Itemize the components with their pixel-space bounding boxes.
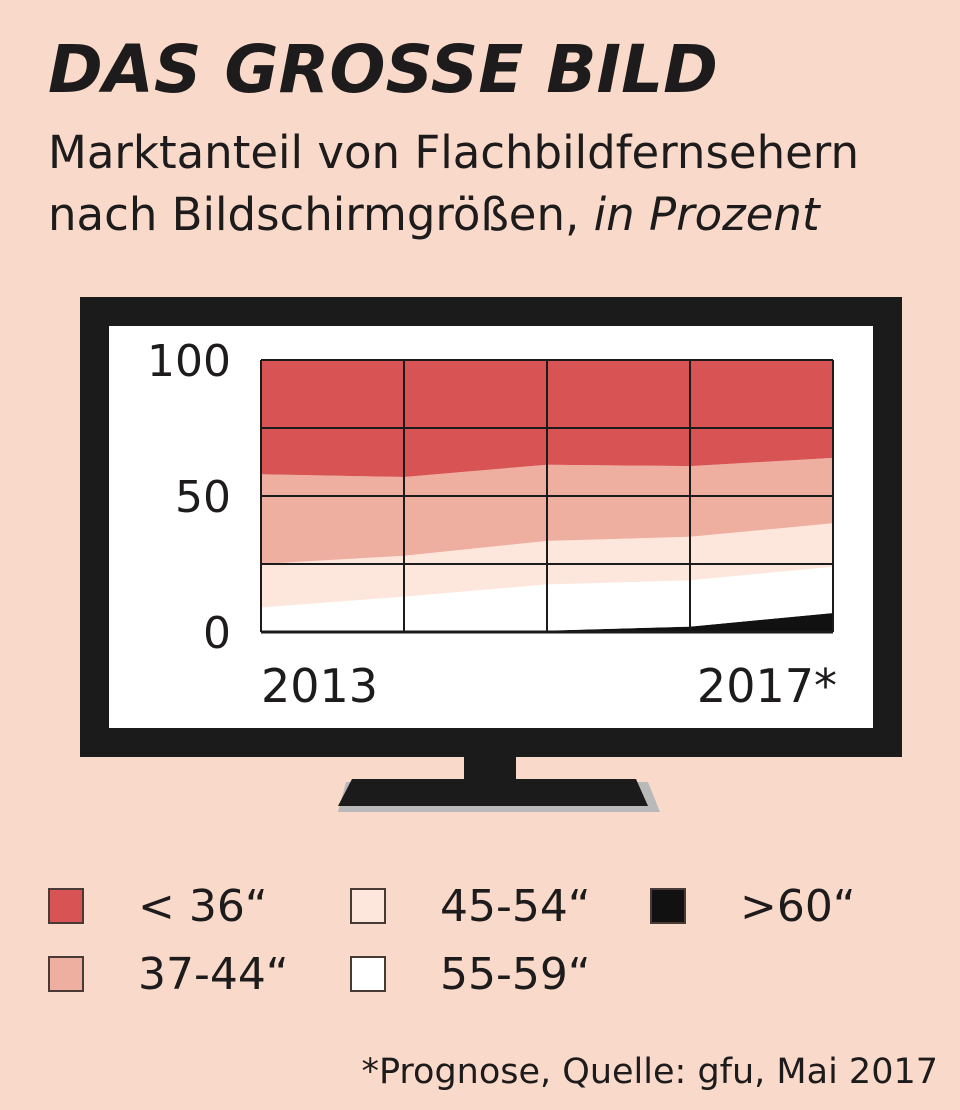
y-axis: 0 50 100 <box>147 336 231 659</box>
tv-chart: 0 50 100 2013 2017* <box>80 297 902 812</box>
legend-item-45-54: 45-54“ <box>350 878 591 934</box>
legend-item-55-59: 55-59“ <box>350 946 591 1002</box>
legend-swatch <box>350 956 386 992</box>
subtitle-text: nach Bildschirmgrößen, <box>48 188 594 241</box>
tv-stand-neck <box>464 757 516 779</box>
legend-label: 37-44“ <box>138 948 289 1000</box>
legend-label: >60“ <box>740 880 856 932</box>
legend-swatch <box>48 956 84 992</box>
page-title: DAS GROSSE BILD <box>48 31 718 108</box>
legend-swatch <box>48 888 84 924</box>
subtitle: Marktanteil von Flachbildfernsehern nach… <box>48 122 859 246</box>
y-tick-label: 50 <box>175 472 231 523</box>
legend-swatch <box>350 888 386 924</box>
legend-label: < 36“ <box>138 880 268 932</box>
y-tick-label: 0 <box>203 608 231 659</box>
legend-item-37-44: 37-44“ <box>48 946 289 1002</box>
legend-item-over-60: >60“ <box>650 878 856 934</box>
tv-stand-base <box>338 779 648 806</box>
subtitle-line-1: Marktanteil von Flachbildfernsehern <box>48 126 860 179</box>
subtitle-line-2: nach Bildschirmgrößen, in Prozent <box>48 184 859 246</box>
legend-label: 55-59“ <box>440 948 591 1000</box>
legend: < 36“ 45-54“ >60“ 37-44“ 55-59“ <box>48 878 928 1008</box>
chart-grid <box>260 359 834 634</box>
x-axis: 2013 2017* <box>261 659 837 713</box>
x-tick-label: 2013 <box>261 659 378 713</box>
x-tick-label: 2017* <box>697 659 837 713</box>
unit-label: in Prozent <box>593 188 820 241</box>
y-tick-label: 100 <box>147 336 231 387</box>
legend-item-under-36: < 36“ <box>48 878 268 934</box>
legend-label: 45-54“ <box>440 880 591 932</box>
legend-swatch <box>650 888 686 924</box>
source-note: *Prognose, Quelle: gfu, Mai 2017 <box>361 1052 938 1092</box>
